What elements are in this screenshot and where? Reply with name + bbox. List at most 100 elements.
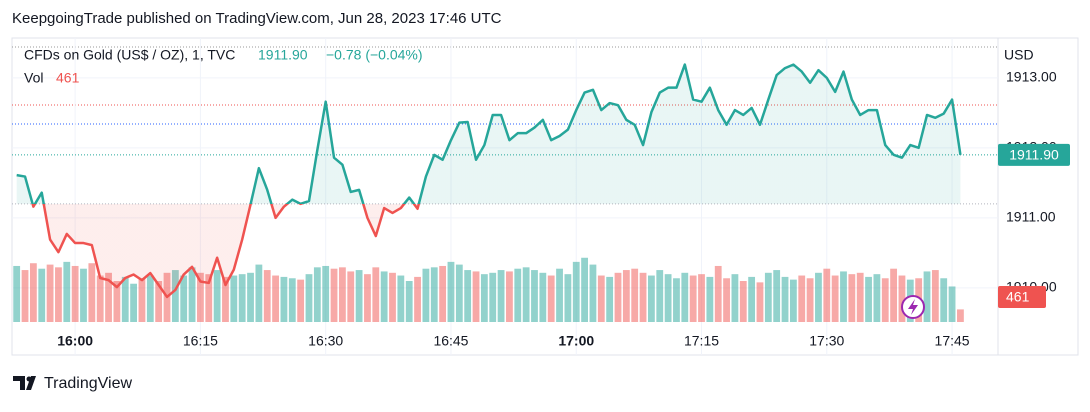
chart-frame: [11, 37, 1079, 356]
x-tick-label: 17:15: [684, 333, 719, 349]
volume-bar: [238, 274, 246, 322]
volume-bar: [389, 272, 396, 322]
volume-bar: [714, 265, 722, 322]
volume-bar: [865, 276, 872, 322]
volume-bar: [338, 267, 346, 322]
volume-bar: [322, 265, 330, 322]
volume-bar: [831, 275, 839, 322]
volume-bar: [155, 281, 163, 322]
volume-bar: [247, 272, 254, 322]
volume-bar: [80, 268, 87, 322]
volume-bar: [572, 261, 580, 322]
currency-label: USD: [1004, 47, 1034, 63]
volume-bar: [480, 274, 488, 322]
volume-bar: [597, 275, 605, 322]
brand-name: TradingView: [44, 375, 132, 392]
volume-bar: [531, 270, 538, 322]
volume-bar: [739, 281, 747, 322]
volume-bar: [522, 267, 530, 322]
volume-bar: [405, 281, 413, 322]
volume-bar: [815, 272, 822, 322]
volume-bar: [297, 279, 305, 322]
volume-badge: [998, 286, 1046, 308]
volume-bar: [681, 272, 689, 322]
legend-symbol: CFDs on Gold (US$ / OZ), 1, TVC: [24, 47, 235, 63]
volume-bar: [806, 278, 814, 322]
volume-bar: [13, 265, 21, 322]
volume-bar: [823, 268, 831, 322]
volume-bar: [263, 270, 271, 322]
volume-bar: [380, 271, 388, 322]
volume-bar: [689, 275, 697, 322]
volume-bar: [372, 267, 380, 322]
volume-bar: [873, 274, 881, 322]
volume-bar: [364, 274, 371, 322]
volume-bar: [789, 279, 797, 322]
volume-bar: [197, 272, 204, 322]
volume-bar: [447, 261, 455, 322]
volume-bar: [255, 264, 263, 322]
volume-bar: [71, 265, 79, 322]
volume-bar: [798, 275, 806, 322]
volume-bar: [222, 276, 229, 322]
volume-bar: [539, 272, 547, 322]
volume-bar: [948, 286, 956, 322]
volume-bar: [171, 270, 179, 322]
volume-bar: [397, 275, 405, 322]
volume-bar: [489, 272, 497, 322]
volume-bar: [313, 267, 321, 322]
volume-bar: [506, 271, 513, 322]
volume-bar: [856, 272, 864, 322]
volume-bar: [272, 275, 279, 322]
volume-bar: [29, 263, 37, 322]
volume-bar: [881, 278, 889, 322]
legend-volume-value: 461: [56, 70, 80, 86]
volume-bar: [63, 261, 71, 322]
y-tick-label: 1913.00: [1006, 69, 1057, 85]
x-tick-label: 17:30: [809, 333, 844, 349]
volume-bar: [422, 268, 430, 322]
legend-price: 1911.90: [258, 47, 308, 63]
volume-bar: [648, 275, 655, 322]
volume-bar: [464, 270, 472, 322]
volume-bar: [723, 278, 730, 322]
volume-bar: [556, 268, 563, 322]
x-tick-label: 16:45: [433, 333, 468, 349]
volume-bar: [455, 264, 463, 322]
volume-bar: [764, 272, 772, 322]
tradingview-logo: [13, 376, 36, 390]
volume-bar: [55, 267, 62, 322]
volume-bar: [706, 276, 714, 322]
legend-volume-title: Vol: [24, 70, 43, 86]
volume-bar: [698, 274, 705, 322]
volume-bar: [96, 275, 104, 322]
volume-bar: [589, 264, 597, 322]
x-tick-label: 16:00: [57, 333, 93, 349]
volume-bar: [622, 270, 630, 322]
volume-bar: [631, 268, 639, 322]
publish-header: KeepgoingTrade published on TradingView.…: [12, 10, 502, 27]
volume-bar: [205, 274, 213, 322]
volume-bar: [347, 271, 355, 322]
x-tick-label: 16:15: [183, 333, 218, 349]
volume-bar: [330, 268, 338, 322]
volume-bar: [773, 270, 781, 322]
volume-bar: [890, 268, 898, 322]
volume-bar: [581, 257, 588, 322]
volume-bar: [280, 276, 288, 322]
volume-bar: [664, 274, 672, 322]
volume-bar: [940, 278, 948, 322]
volume-bar: [898, 275, 906, 322]
y-tick-label: 1911.00: [1006, 209, 1056, 225]
volume-bar: [781, 276, 789, 322]
flash-icon[interactable]: [901, 295, 925, 319]
volume-bar: [547, 275, 555, 322]
volume-bar: [756, 282, 764, 322]
volume-bar: [606, 276, 614, 322]
volume-bar: [113, 281, 121, 322]
volume-bar: [848, 274, 856, 322]
volume-bar: [213, 270, 221, 322]
baseline-area: [16, 64, 961, 297]
volume-bar: [230, 275, 238, 322]
volume-bar: [414, 276, 421, 322]
